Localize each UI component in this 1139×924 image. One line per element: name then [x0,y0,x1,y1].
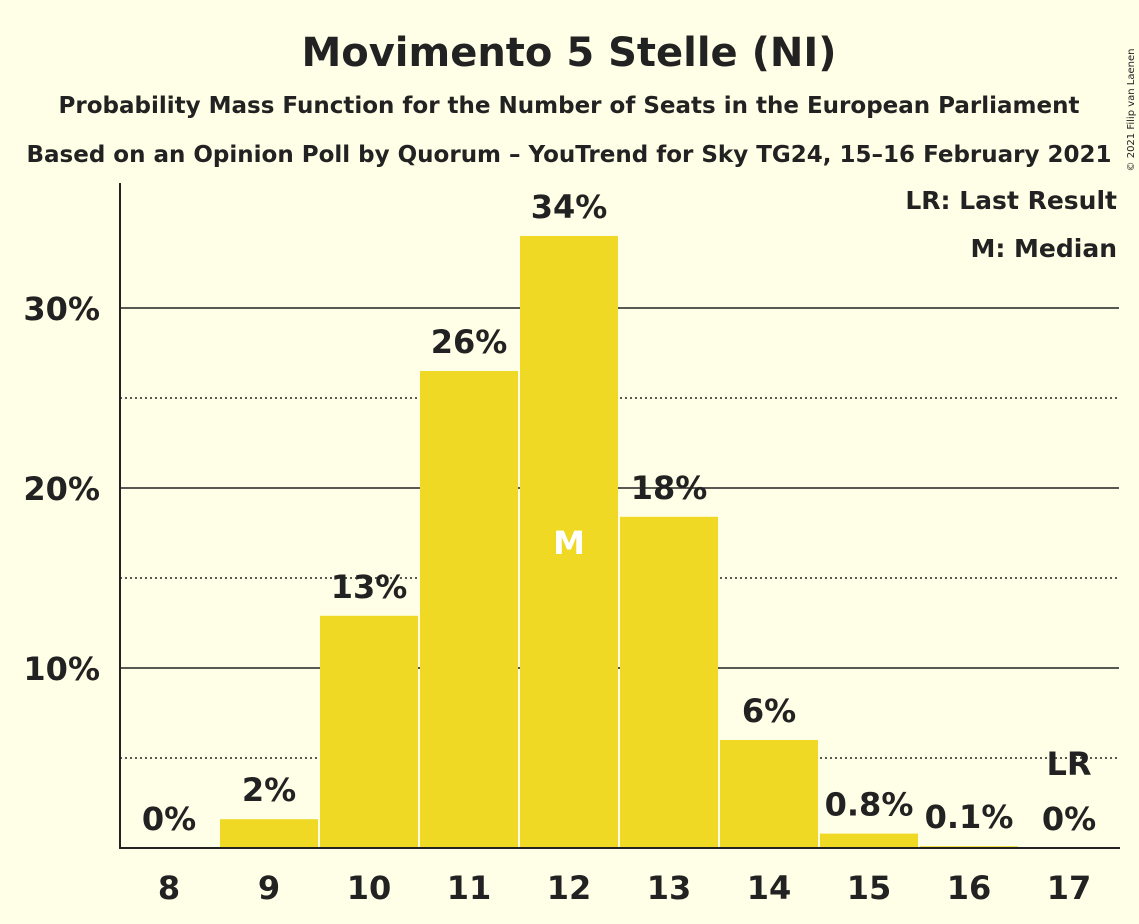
y-axis-ticks: 10% 20% 30% [23,290,100,688]
bar-10 [320,615,418,848]
copyright-note: © 2021 Filip van Laenen [1126,49,1137,172]
gridlines [120,307,1119,759]
bar-value-label: 18% [631,469,708,507]
chart-subtitle: Probability Mass Function for the Number… [59,93,1080,119]
bar-value-label: 13% [331,568,408,606]
bar-value-label: 0% [142,800,196,838]
bars [220,236,1018,848]
y-tick-label: 30% [23,290,100,328]
bar-value-label: 6% [742,692,796,730]
bar-9 [220,819,318,848]
x-tick-label: 13 [647,869,692,907]
markers: M LR [553,524,1091,783]
chart-title: Movimento 5 Stelle (NI) [301,30,836,76]
legend-last-result: LR: Last Result [905,186,1117,215]
bar-value-label: 2% [242,771,296,809]
x-tick-label: 12 [547,869,592,907]
x-tick-label: 15 [847,869,892,907]
bar-15 [820,833,918,848]
bar-value-label: 0.8% [825,786,914,824]
bar-value-label: 0.1% [925,798,1014,836]
x-tick-label: 11 [447,869,492,907]
bar-12 [520,236,618,848]
x-axis-ticks: 8 9 10 11 12 13 14 15 16 17 [158,869,1091,907]
y-tick-label: 20% [23,470,100,508]
last-result-marker: LR [1046,745,1091,783]
bar-14 [720,740,818,848]
bar-13 [620,516,718,848]
y-tick-label: 10% [23,650,100,688]
chart-source: Based on an Opinion Poll by Quorum – You… [26,142,1111,168]
x-tick-label: 10 [347,869,392,907]
legend-median: M: Median [970,234,1117,263]
bar-value-label: 0% [1042,800,1096,838]
bar-value-label: 34% [531,188,608,226]
x-tick-label: 9 [258,869,280,907]
x-tick-label: 14 [747,869,792,907]
bar-value-label: 26% [431,323,508,361]
x-tick-label: 8 [158,869,180,907]
median-marker: M [553,524,585,562]
bar-11 [420,371,518,848]
x-tick-label: 17 [1047,869,1092,907]
x-tick-label: 16 [947,869,992,907]
bar-labels: 0% 2% 13% 26% 34% 18% 6% 0.8% 0.1% 0% [142,188,1096,838]
